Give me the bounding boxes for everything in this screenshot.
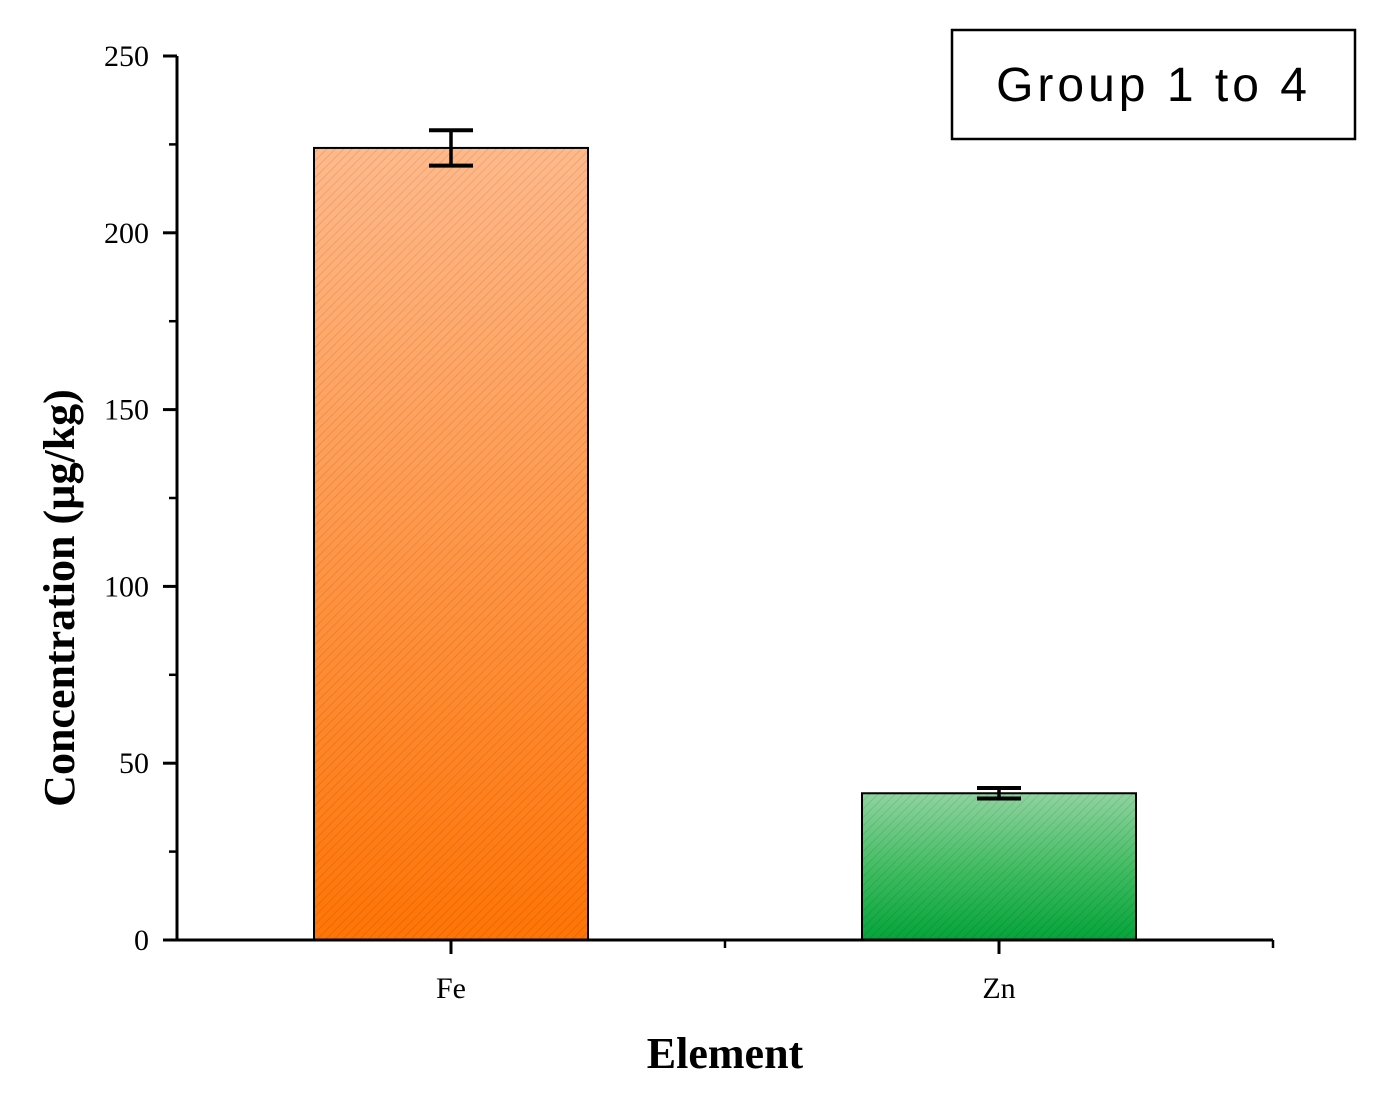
error-bar-zn	[977, 785, 1021, 801]
y-tick-label: 200	[104, 217, 149, 250]
y-tick-label: 50	[119, 747, 149, 780]
error-bars-layer	[429, 128, 1021, 801]
y-axis-title: Concentration (µg/kg)	[35, 389, 84, 807]
x-tick-label: Zn	[982, 972, 1015, 1005]
y-axis-ticks: 0 50 100 150 200 250	[104, 40, 177, 957]
legend-text: Group 1 to 4	[996, 59, 1311, 112]
y-tick-label: 150	[104, 394, 149, 427]
x-tick-label: Fe	[436, 972, 466, 1005]
y-tick-label: 100	[104, 570, 149, 603]
y-tick-label: 250	[104, 40, 149, 73]
bars-layer	[313, 146, 1137, 942]
x-axis-title: Element	[647, 1029, 804, 1078]
legend-box	[950, 28, 1357, 141]
bar-fe-hatch	[314, 147, 588, 940]
error-bar-fe	[429, 128, 473, 168]
y-tick-label: 0	[134, 924, 149, 957]
axes: 0 50 100 150 200 250 Fe Zn	[104, 40, 1275, 1005]
legend: Group 1 to 4	[950, 28, 1357, 141]
x-axis-ticks: Fe Zn	[436, 940, 1275, 1005]
bar-zn-hatch	[862, 793, 1136, 940]
